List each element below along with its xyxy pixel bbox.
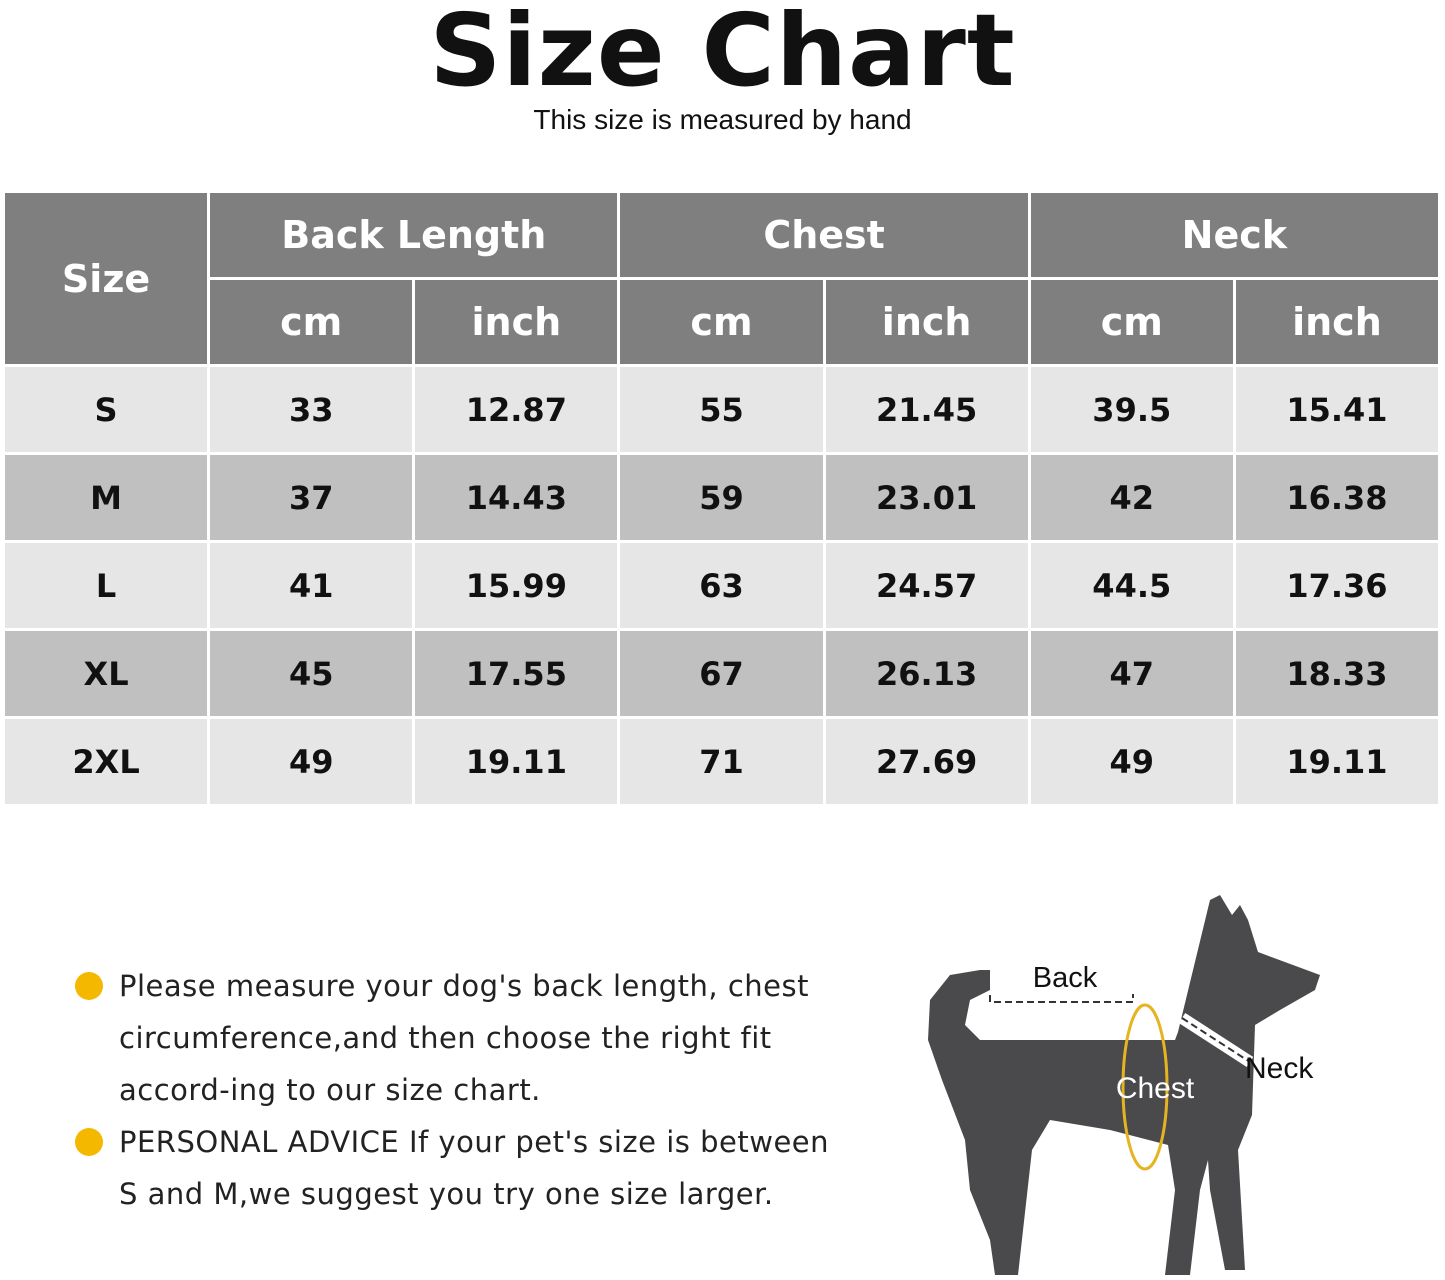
measurement-cell: 49 bbox=[1027, 716, 1236, 807]
note-item: PERSONAL ADVICE If your pet's size is be… bbox=[75, 1116, 835, 1220]
measurement-cell: 14.43 bbox=[412, 452, 621, 543]
unit-header: inch bbox=[1232, 277, 1442, 367]
measurement-cell: 45 bbox=[207, 628, 416, 719]
table-row: XL 45 17.55 67 26.13 47 18.33 bbox=[1, 628, 1442, 719]
measurement-cell: 27.69 bbox=[822, 716, 1031, 807]
size-cell: L bbox=[1, 540, 211, 631]
measurement-cell: 41 bbox=[207, 540, 416, 631]
size-cell: XL bbox=[1, 628, 211, 719]
measurement-cell: 17.36 bbox=[1232, 540, 1442, 631]
size-cell: S bbox=[1, 364, 211, 455]
measurement-cell: 17.55 bbox=[412, 628, 621, 719]
note-item: Please measure your dog's back length, c… bbox=[75, 960, 835, 1116]
measurement-cell: 63 bbox=[617, 540, 826, 631]
size-cell: 2XL bbox=[1, 716, 211, 807]
measurement-cell: 59 bbox=[617, 452, 826, 543]
note-line: circumference,and then choose the right … bbox=[119, 1021, 772, 1055]
table-row: L 41 15.99 63 24.57 44.5 17.36 bbox=[1, 540, 1442, 631]
measurement-cell: 39.5 bbox=[1027, 364, 1236, 455]
unit-header: cm bbox=[207, 277, 416, 367]
note-line: accord-ing to our size chart. bbox=[119, 1073, 541, 1107]
measurement-cell: 42 bbox=[1027, 452, 1236, 543]
measurement-cell: 15.99 bbox=[412, 540, 621, 631]
bullet-dot-icon bbox=[75, 1128, 103, 1156]
measurement-cell: 71 bbox=[617, 716, 826, 807]
measurement-cell: 12.87 bbox=[412, 364, 621, 455]
page-title: Size Chart bbox=[429, 0, 1016, 109]
measurement-cell: 55 bbox=[617, 364, 826, 455]
neck-label: Neck bbox=[1245, 1052, 1314, 1085]
measurement-cell: 18.33 bbox=[1232, 628, 1442, 719]
measurement-cell: 19.11 bbox=[412, 716, 621, 807]
measurement-cell: 44.5 bbox=[1027, 540, 1236, 631]
measurement-cell: 67 bbox=[617, 628, 826, 719]
group-header-neck: Neck bbox=[1027, 190, 1442, 280]
table-row: S 33 12.87 55 21.45 39.5 15.41 bbox=[1, 364, 1442, 455]
table-row: 2XL 49 19.11 71 27.69 49 19.11 bbox=[1, 716, 1442, 807]
measurement-cell: 49 bbox=[207, 716, 416, 807]
measurement-cell: 26.13 bbox=[822, 628, 1031, 719]
group-header-back-length: Back Length bbox=[207, 190, 621, 280]
bullet-dot-icon bbox=[75, 972, 103, 1000]
measurement-cell: 33 bbox=[207, 364, 416, 455]
note-line: PERSONAL ADVICE If your pet's size is be… bbox=[119, 1125, 830, 1159]
group-header-chest: Chest bbox=[617, 190, 1031, 280]
measurement-cell: 16.38 bbox=[1232, 452, 1442, 543]
page-subtitle: This size is measured by hand bbox=[533, 104, 912, 135]
measurement-notes: Please measure your dog's back length, c… bbox=[75, 960, 835, 1220]
size-header: Size bbox=[1, 190, 211, 367]
note-line: S and M,we suggest you try one size larg… bbox=[119, 1177, 774, 1211]
measurement-cell: 37 bbox=[207, 452, 416, 543]
measurement-cell: 21.45 bbox=[822, 364, 1031, 455]
measurement-cell: 47 bbox=[1027, 628, 1236, 719]
measurement-cell: 19.11 bbox=[1232, 716, 1442, 807]
unit-header: cm bbox=[1027, 277, 1236, 367]
size-cell: M bbox=[1, 452, 211, 543]
note-line: Please measure your dog's back length, c… bbox=[119, 969, 809, 1003]
back-measure-line bbox=[989, 994, 1134, 1003]
chest-label: Chest bbox=[1116, 1072, 1195, 1105]
unit-header: cm bbox=[617, 277, 826, 367]
size-table: Size Back Length Chest Neck cm inch cm i… bbox=[1, 190, 1442, 807]
back-label: Back bbox=[1033, 962, 1098, 994]
chest-measure-ring bbox=[1121, 1003, 1169, 1171]
unit-header: inch bbox=[822, 277, 1031, 367]
measurement-cell: 24.57 bbox=[822, 540, 1031, 631]
dog-measurement-diagram: Back Neck Chest bbox=[928, 895, 1320, 1275]
measurement-cell: 15.41 bbox=[1232, 364, 1442, 455]
measurement-cell: 23.01 bbox=[822, 452, 1031, 543]
unit-header: inch bbox=[412, 277, 621, 367]
table-row: M 37 14.43 59 23.01 42 16.38 bbox=[1, 452, 1442, 543]
